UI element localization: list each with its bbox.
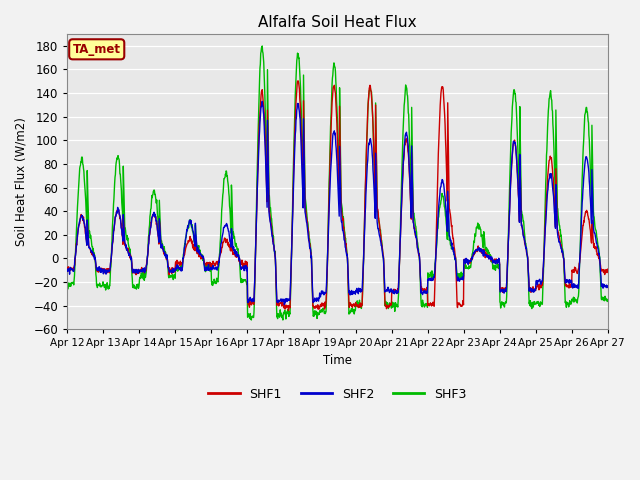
Line: SHF1: SHF1 [67, 81, 608, 311]
SHF1 [493, 260, 500, 265]
SHF2 [244, 300, 252, 305]
SHF2 [63, 267, 71, 273]
SHF2 [493, 257, 500, 263]
SHF1 [285, 308, 292, 313]
SHF3 [422, 300, 430, 306]
SHF2 [259, 98, 266, 104]
SHF1 [604, 266, 612, 272]
X-axis label: Time: Time [323, 354, 352, 367]
SHF3 [170, 273, 178, 279]
SHF2 [604, 283, 612, 289]
SHF2 [170, 267, 178, 273]
Line: SHF2: SHF2 [67, 101, 608, 305]
SHF3 [540, 239, 548, 245]
SHF2 [280, 302, 288, 308]
SHF1 [170, 267, 178, 273]
SHF3 [259, 43, 266, 49]
SHF1 [63, 264, 71, 270]
SHF3 [63, 284, 71, 289]
SHF2 [422, 288, 430, 294]
SHF2 [540, 248, 548, 253]
SHF1 [184, 240, 191, 246]
SHF3 [184, 227, 191, 233]
SHF3 [244, 313, 252, 319]
SHF1 [540, 249, 548, 254]
SHF2 [184, 224, 191, 230]
SHF1 [422, 288, 430, 293]
Legend: SHF1, SHF2, SHF3: SHF1, SHF2, SHF3 [204, 383, 472, 406]
SHF3 [493, 264, 500, 270]
SHF1 [244, 299, 252, 305]
Y-axis label: Soil Heat Flux (W/m2): Soil Heat Flux (W/m2) [15, 117, 28, 246]
SHF3 [248, 317, 255, 323]
SHF1 [294, 78, 302, 84]
Text: TA_met: TA_met [73, 43, 121, 56]
SHF3 [604, 297, 612, 302]
Line: SHF3: SHF3 [67, 46, 608, 320]
Title: Alfalfa Soil Heat Flux: Alfalfa Soil Heat Flux [258, 15, 417, 30]
